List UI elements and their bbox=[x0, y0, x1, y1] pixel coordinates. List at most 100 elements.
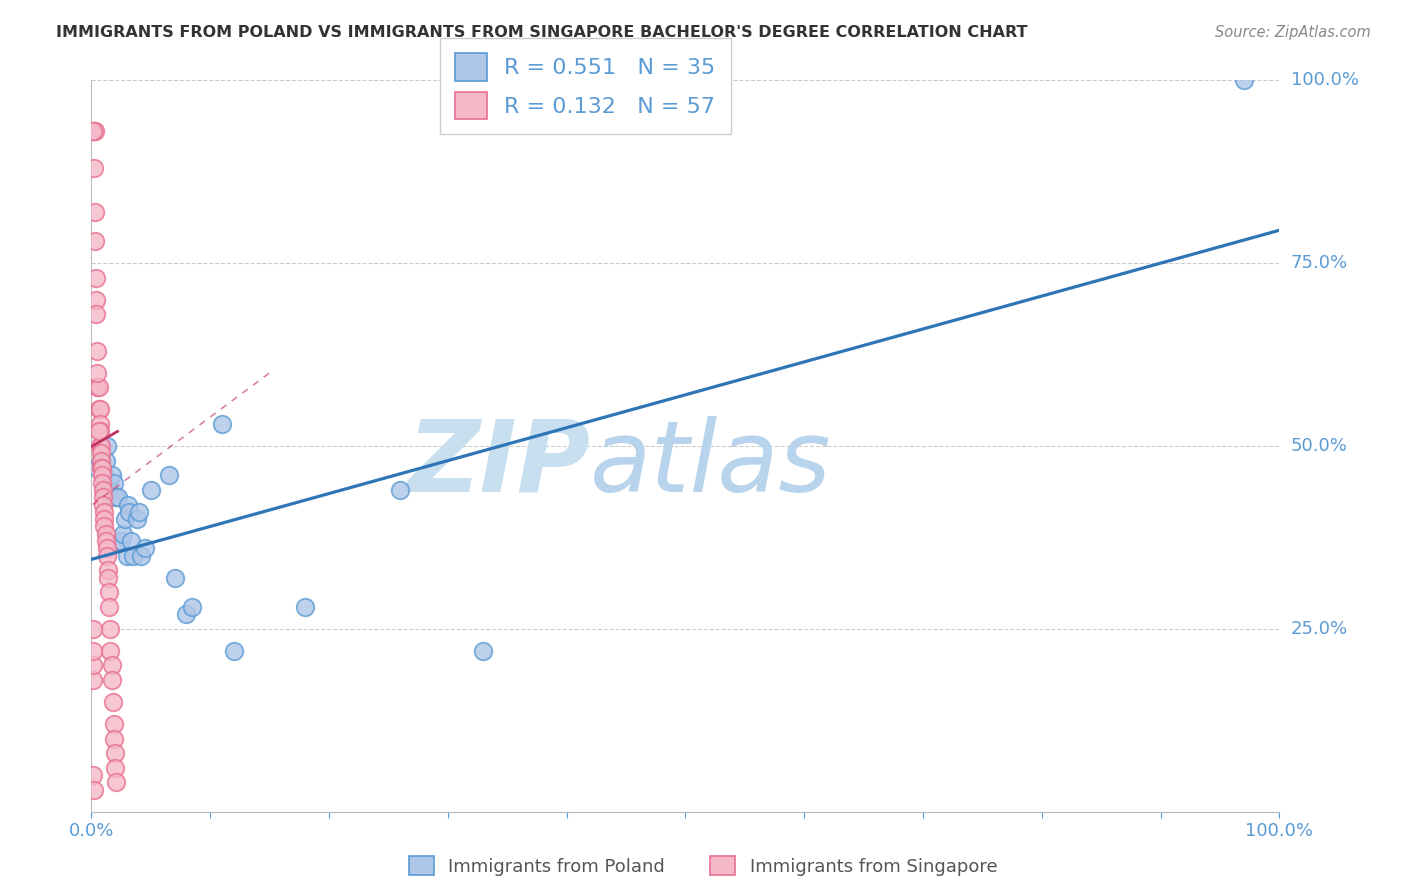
Point bbox=[82, 622, 104, 636]
Point bbox=[89, 425, 111, 439]
Point bbox=[103, 717, 125, 731]
Point bbox=[84, 234, 107, 248]
Point bbox=[117, 498, 139, 512]
Point bbox=[112, 526, 135, 541]
Point bbox=[87, 425, 110, 439]
Point bbox=[128, 505, 150, 519]
Point bbox=[105, 775, 128, 789]
Point bbox=[91, 490, 114, 504]
Point bbox=[91, 475, 114, 490]
Point bbox=[129, 549, 152, 563]
Point bbox=[181, 599, 204, 614]
Point bbox=[83, 161, 105, 175]
Point bbox=[93, 519, 115, 533]
Point bbox=[82, 124, 104, 138]
Point bbox=[87, 380, 110, 394]
Point bbox=[139, 483, 162, 497]
Point bbox=[97, 571, 120, 585]
Point bbox=[90, 453, 112, 467]
Text: Source: ZipAtlas.com: Source: ZipAtlas.com bbox=[1215, 25, 1371, 40]
Point bbox=[176, 607, 198, 622]
Point bbox=[96, 549, 118, 563]
Point bbox=[110, 534, 132, 549]
Point bbox=[1233, 73, 1256, 87]
Point bbox=[91, 483, 114, 497]
Point bbox=[86, 366, 108, 380]
Point bbox=[103, 475, 125, 490]
Point bbox=[114, 512, 136, 526]
Text: ZIP: ZIP bbox=[408, 416, 591, 513]
Point bbox=[94, 483, 117, 497]
Point bbox=[122, 549, 145, 563]
Point bbox=[98, 599, 121, 614]
Point bbox=[86, 343, 108, 358]
Point bbox=[93, 505, 115, 519]
Point bbox=[84, 205, 107, 219]
Point bbox=[91, 498, 114, 512]
Point bbox=[82, 658, 104, 673]
Point bbox=[100, 622, 122, 636]
Point bbox=[118, 505, 141, 519]
Point bbox=[90, 461, 112, 475]
Point bbox=[100, 658, 122, 673]
Point bbox=[100, 644, 122, 658]
Point bbox=[104, 761, 127, 775]
Point bbox=[96, 439, 118, 453]
Text: 75.0%: 75.0% bbox=[1291, 254, 1348, 272]
Point bbox=[89, 402, 111, 417]
Point bbox=[84, 270, 107, 285]
Text: 50.0%: 50.0% bbox=[1291, 437, 1347, 455]
Point bbox=[91, 461, 114, 475]
Point bbox=[101, 695, 124, 709]
Text: atlas: atlas bbox=[591, 416, 832, 513]
Point bbox=[472, 644, 495, 658]
Point bbox=[120, 534, 142, 549]
Point bbox=[96, 541, 118, 556]
Text: 100.0%: 100.0% bbox=[1291, 71, 1358, 89]
Point bbox=[98, 585, 121, 599]
Point bbox=[84, 307, 107, 321]
Point bbox=[90, 439, 112, 453]
Point bbox=[108, 534, 131, 549]
Point bbox=[134, 541, 156, 556]
Point bbox=[222, 644, 245, 658]
Point bbox=[90, 453, 112, 467]
Point bbox=[94, 534, 117, 549]
Point bbox=[84, 124, 107, 138]
Point bbox=[389, 483, 412, 497]
Point bbox=[84, 293, 107, 307]
Point bbox=[83, 782, 105, 797]
Point bbox=[86, 461, 108, 475]
Point bbox=[98, 483, 121, 497]
Point bbox=[104, 746, 127, 760]
Point bbox=[163, 571, 186, 585]
Point bbox=[103, 731, 125, 746]
Point bbox=[93, 468, 115, 483]
Text: IMMIGRANTS FROM POLAND VS IMMIGRANTS FROM SINGAPORE BACHELOR'S DEGREE CORRELATIO: IMMIGRANTS FROM POLAND VS IMMIGRANTS FRO… bbox=[56, 25, 1028, 40]
Point bbox=[100, 468, 122, 483]
Legend: Immigrants from Poland, Immigrants from Singapore: Immigrants from Poland, Immigrants from … bbox=[401, 849, 1005, 883]
Point bbox=[90, 446, 112, 460]
Point bbox=[94, 526, 117, 541]
Point bbox=[104, 490, 127, 504]
Point bbox=[125, 512, 148, 526]
Point bbox=[115, 549, 138, 563]
Point bbox=[91, 461, 114, 475]
Point bbox=[94, 453, 117, 467]
Point bbox=[294, 599, 316, 614]
Point bbox=[91, 468, 114, 483]
Point bbox=[100, 673, 122, 687]
Point bbox=[82, 644, 104, 658]
Point bbox=[89, 417, 111, 431]
Point bbox=[89, 439, 111, 453]
Text: 25.0%: 25.0% bbox=[1291, 620, 1348, 638]
Point bbox=[87, 402, 110, 417]
Point bbox=[82, 673, 104, 687]
Point bbox=[211, 417, 233, 431]
Point bbox=[93, 512, 115, 526]
Point bbox=[107, 490, 129, 504]
Point bbox=[157, 468, 180, 483]
Point bbox=[86, 380, 108, 394]
Point bbox=[83, 124, 105, 138]
Point bbox=[82, 768, 104, 782]
